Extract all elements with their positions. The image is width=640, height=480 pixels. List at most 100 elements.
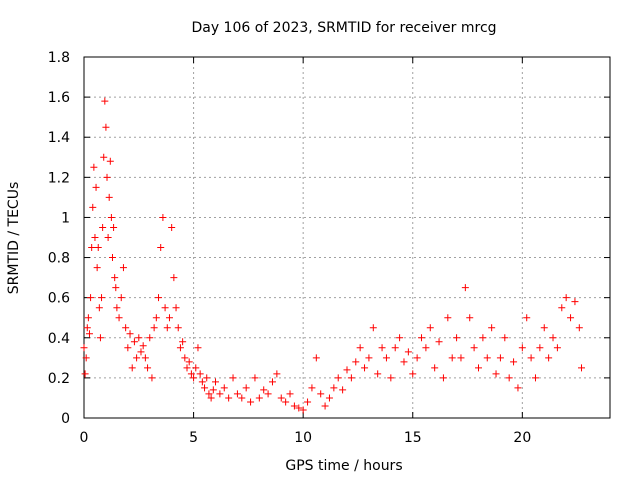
data-point-plus: [578, 364, 586, 372]
data-point-plus: [220, 384, 228, 392]
data-point-plus: [141, 354, 149, 362]
data-point-plus: [453, 334, 461, 342]
x-tick-label: 15: [404, 430, 422, 446]
x-axis-label: GPS time / hours: [285, 458, 402, 474]
data-point-plus: [347, 374, 355, 382]
data-point-plus: [122, 324, 130, 332]
data-point-plus: [113, 304, 121, 312]
data-point-plus: [396, 334, 404, 342]
data-point-plus: [207, 394, 215, 402]
data-point-plus: [518, 344, 526, 352]
data-point-plus: [205, 390, 213, 398]
x-tick-label: 20: [513, 430, 531, 446]
data-point-plus: [98, 294, 106, 302]
x-tick-label: 0: [80, 430, 89, 446]
y-tick-label: 0.6: [48, 291, 70, 307]
data-point-plus: [514, 384, 522, 392]
data-point-plus: [83, 324, 91, 332]
y-axis-ticks: 0 0.2 0.4 0.6 0.8 1 1.2 1.4 1.6 1.8: [48, 50, 610, 427]
data-point-plus: [102, 123, 110, 131]
data-point-plus: [172, 304, 180, 312]
data-point-plus: [356, 344, 364, 352]
data-point-plus: [457, 354, 465, 362]
data-point-plus: [260, 386, 268, 394]
data-point-plus: [128, 364, 136, 372]
data-point-plus: [286, 390, 294, 398]
data-point-plus: [571, 298, 579, 306]
data-point-plus: [89, 203, 97, 211]
data-point-plus: [387, 374, 395, 382]
data-point-plus: [88, 244, 96, 252]
data-point-plus: [277, 394, 285, 402]
data-point-plus: [558, 304, 566, 312]
data-point-plus: [523, 314, 531, 322]
data-point-plus: [104, 234, 112, 241]
y-tick-label: 0.2: [48, 371, 70, 387]
data-point-plus: [229, 374, 237, 382]
x-tick-label: 5: [189, 430, 198, 446]
y-tick-label: 1.4: [48, 130, 70, 146]
data-point-plus: [137, 348, 145, 356]
y-axis-label: SRMTID / TECUs: [6, 182, 22, 295]
data-point-plus: [117, 294, 125, 302]
data-point-plus: [365, 354, 373, 362]
y-tick-label: 1.6: [48, 90, 70, 106]
data-point-plus: [190, 374, 198, 382]
data-point-plus: [161, 304, 169, 312]
data-point-plus: [268, 378, 276, 386]
data-point-plus: [152, 314, 160, 322]
data-point-plus: [198, 378, 206, 386]
data-point-plus: [176, 344, 184, 352]
x-tick-label: 10: [294, 430, 312, 446]
data-point-plus: [103, 173, 111, 181]
data-point-plus: [95, 304, 103, 312]
data-point-plus: [382, 354, 390, 362]
data-point-plus: [80, 344, 88, 352]
data-point-plus: [290, 402, 298, 410]
data-point-plus: [536, 344, 544, 352]
y-tick-label: 0.8: [48, 251, 70, 267]
data-point-plus: [130, 338, 138, 346]
data-point-plus: [209, 386, 217, 394]
data-point-plus: [144, 364, 152, 372]
plot-frame: [83, 56, 611, 419]
y-tick-label: 0: [61, 411, 70, 427]
data-point-plus: [444, 314, 452, 322]
data-point-plus: [282, 398, 290, 406]
data-point-plus: [391, 344, 399, 352]
data-point-plus: [470, 344, 478, 352]
data-point-plus: [168, 223, 176, 231]
data-point-plus: [225, 394, 233, 402]
data-point-plus: [126, 330, 134, 338]
data-point-plus: [157, 244, 165, 252]
data-point-plus: [264, 390, 272, 398]
data-point-plus: [369, 324, 377, 332]
data-point-plus: [170, 274, 178, 282]
data-point-plus: [431, 364, 439, 372]
data-point-plus: [111, 274, 119, 282]
data-point-plus: [179, 338, 187, 346]
data-point-plus: [146, 334, 154, 342]
data-point-plus: [82, 354, 90, 362]
data-point-plus: [181, 354, 189, 362]
y-tick-label: 1.8: [48, 50, 70, 66]
data-point-plus: [105, 193, 113, 201]
data-points: [80, 97, 586, 414]
data-point-plus: [567, 314, 575, 322]
data-point-plus: [106, 157, 114, 165]
data-point-plus: [448, 354, 456, 362]
data-point-plus: [159, 213, 167, 221]
data-point-plus: [435, 338, 443, 346]
data-point-plus: [361, 364, 369, 372]
data-point-plus: [400, 358, 408, 366]
data-point-plus: [479, 334, 487, 342]
data-point-plus: [492, 370, 500, 378]
data-point-plus: [488, 324, 496, 332]
data-point-plus: [339, 386, 347, 394]
data-point-plus: [93, 264, 101, 272]
data-point-plus: [163, 324, 171, 332]
data-point-plus: [496, 354, 504, 362]
data-point-plus: [165, 314, 173, 322]
data-point-plus: [553, 344, 561, 352]
